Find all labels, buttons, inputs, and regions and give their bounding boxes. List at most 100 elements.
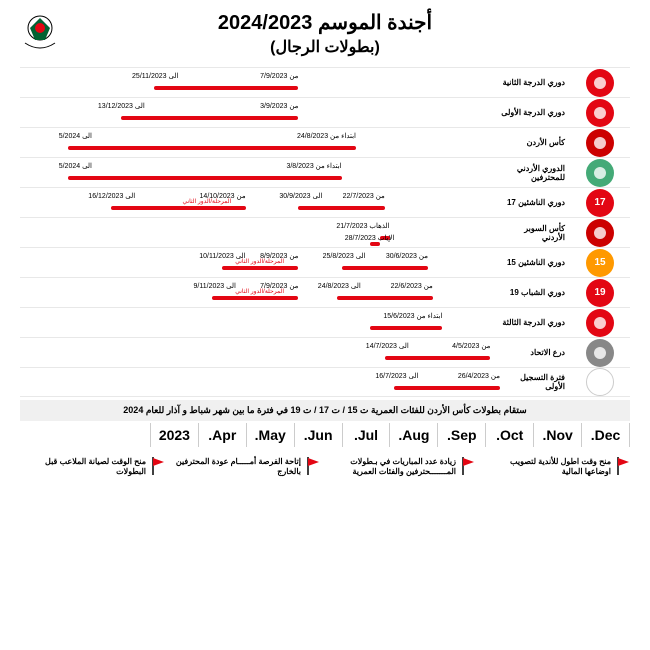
- competition-label: دوري الدرجة الثالثة: [500, 318, 570, 327]
- timeline-row: كأس السوبر الأردني الذهاب 21/7/2023 الإياب…: [20, 217, 630, 247]
- note-bar: ستقام بطولات كأس الأردن للفئات العمرية ت…: [20, 400, 630, 421]
- timeline-row: 15 دوري الناشئين 15 من 30/6/2023 الى 25/8/2…: [20, 247, 630, 277]
- month-label: May.: [246, 423, 294, 447]
- phase-label: المرحلة/الدور الثاني: [235, 258, 284, 265]
- date-to: الى 14/7/2023: [366, 342, 409, 350]
- date-to: الى 5/2024: [59, 162, 92, 170]
- timeline-row: الدوري الأردني للمحترفين ابتداء من 3/8/20…: [20, 157, 630, 187]
- timeline-bar: [121, 116, 299, 120]
- date-from: من 26/4/2023: [458, 372, 500, 380]
- date-from: ابتداء من 24/8/2023: [297, 132, 356, 140]
- federation-logo: [15, 8, 65, 58]
- flag-icon: [461, 457, 475, 475]
- timeline-bar: [68, 146, 356, 150]
- footer-text: منح وقت اطول للأندية لتصويب اوضاعها الما…: [485, 457, 611, 478]
- competition-icon: [586, 129, 614, 157]
- month-label: 2023: [150, 423, 198, 447]
- date-from: من 3/9/2023: [260, 102, 298, 110]
- competition-icon: 15: [586, 249, 614, 277]
- month-label: Jun.: [294, 423, 342, 447]
- month-label: Sep.: [437, 423, 485, 447]
- competition-label: فترة التسجيل الأولى: [500, 373, 570, 391]
- timeline-bar: [370, 326, 442, 330]
- timeline-row: 17 دوري الناشئين 17 من 22/7/2023 الى 30/9/2…: [20, 187, 630, 217]
- competition-icon: [586, 69, 614, 97]
- footer-text: منح الوقت لصيانة الملاعب قبل البطولات: [20, 457, 146, 478]
- timeline-bar: [337, 296, 433, 300]
- date-to: الى 25/8/2023: [323, 252, 366, 260]
- timeline-bar: [68, 176, 342, 180]
- date-to: الإياب 28/7/2023: [345, 234, 395, 242]
- months-axis: Dec.Nov.Oct.Sep.Aug.Jul.Jun.May.Apr.2023: [0, 423, 650, 447]
- date-from: ابتداء من 15/6/2023: [383, 312, 442, 320]
- date-to: الى 16/7/2023: [375, 372, 418, 380]
- phase-label: المرحلة/الدور الثاني: [235, 288, 284, 295]
- timeline-bar: [394, 386, 500, 390]
- page-title: أجندة الموسم 2024/2023: [0, 10, 650, 35]
- competition-label: دوري الناشئين 15: [500, 258, 570, 267]
- footer-text: زيادة عدد المباريات في بـطولات المــــــ…: [330, 457, 456, 478]
- competition-icon: [586, 339, 614, 367]
- timeline-row: كأس الأردن ابتداء من 24/8/2023 الى 5/2024: [20, 127, 630, 157]
- month-label: Apr.: [198, 423, 246, 447]
- date-to: الى 24/8/2023: [318, 282, 361, 290]
- flag-icon: [306, 457, 320, 475]
- date-from: من 22/6/2023: [391, 282, 433, 290]
- competition-icon: [586, 159, 614, 187]
- competition-icon: [586, 219, 614, 247]
- date-to: الى 9/11/2023: [194, 282, 236, 290]
- month-label: Jul.: [342, 423, 390, 447]
- date-to: الى 13/12/2023: [98, 102, 145, 110]
- timeline-chart: دوري الدرجة الثانيةمن 7/9/2023الى 25/11/…: [0, 62, 650, 397]
- month-label: Dec.: [581, 423, 630, 447]
- page-subtitle: (بطولات الرجال): [0, 37, 650, 57]
- footer-text: إتاحة الفرصة أمـــــام عودة المحترفين با…: [175, 457, 301, 478]
- footer-item: منح وقت اطول للأندية لتصويب اوضاعها الما…: [485, 457, 630, 478]
- timeline-row: دوري الدرجة الثالثة ابتداء من 15/6/2023: [20, 307, 630, 337]
- date-from: من 4/5/2023: [452, 342, 490, 350]
- competition-label: دوري الدرجة الأولى: [500, 108, 570, 117]
- competition-label: دوري الدرجة الثانية: [500, 78, 570, 87]
- footer-item: زيادة عدد المباريات في بـطولات المــــــ…: [330, 457, 475, 478]
- timeline-bar: [385, 356, 491, 360]
- flag-icon: [151, 457, 165, 475]
- date-from: من 30/6/2023: [386, 252, 428, 260]
- timeline-bar: [154, 86, 298, 90]
- timeline-bar: [212, 296, 298, 300]
- date-to: الى 16/12/2023: [88, 192, 135, 200]
- timeline-bar: [298, 206, 384, 210]
- month-label: Nov.: [533, 423, 581, 447]
- timeline-bar: [342, 266, 428, 270]
- date-from: الذهاب 21/7/2023: [336, 222, 389, 230]
- footer-item: منح الوقت لصيانة الملاعب قبل البطولات: [20, 457, 165, 478]
- competition-icon: [586, 99, 614, 127]
- date-to: الى 30/9/2023: [279, 192, 322, 200]
- month-label: Oct.: [485, 423, 533, 447]
- phase-label: المرحلة/الدور الثاني: [182, 198, 231, 205]
- footer-notes: منح وقت اطول للأندية لتصويب اوضاعها الما…: [0, 447, 650, 488]
- timeline-row: فترة التسجيل الأولىمن 26/4/2023 الى 16/7/…: [20, 367, 630, 397]
- competition-icon: [586, 309, 614, 337]
- competition-label: كأس الأردن: [500, 138, 570, 147]
- date-from: من 22/7/2023: [343, 192, 385, 200]
- competition-icon: 17: [586, 189, 614, 217]
- date-from: ابتداء من 3/8/2023: [286, 162, 341, 170]
- timeline-row: دوري الدرجة الأولى من 3/9/2023 الى 13/12/2…: [20, 97, 630, 127]
- competition-label: الدوري الأردني للمحترفين: [500, 164, 570, 182]
- timeline-row: دوري الدرجة الثانيةمن 7/9/2023الى 25/11/…: [20, 67, 630, 97]
- competition-label: كأس السوبر الأردني: [500, 224, 570, 242]
- competition-label: درع الاتحاد: [500, 348, 570, 357]
- timeline-row: درع الاتحاد من 4/5/2023 الى 14/7/2023: [20, 337, 630, 367]
- date-from: من 7/9/2023: [260, 72, 298, 80]
- date-to: الى 5/2024: [59, 132, 92, 140]
- competition-label: دوري الناشئين 17: [500, 198, 570, 207]
- competition-icon: [586, 368, 614, 396]
- footer-item: إتاحة الفرصة أمـــــام عودة المحترفين با…: [175, 457, 320, 478]
- month-label: Aug.: [389, 423, 437, 447]
- competition-label: دوري الشباب 19: [500, 288, 570, 297]
- timeline-bar: [370, 242, 380, 246]
- timeline-bar: [222, 266, 299, 270]
- timeline-bar: [111, 206, 245, 210]
- timeline-row: 19 دوري الشباب 19 من 22/6/2023 الى 24/8/202…: [20, 277, 630, 307]
- competition-icon: 19: [586, 279, 614, 307]
